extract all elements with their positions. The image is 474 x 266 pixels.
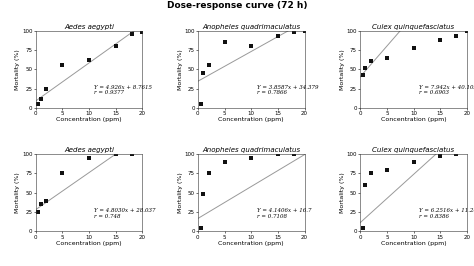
Y-axis label: Mortality (%): Mortality (%)	[340, 49, 345, 90]
Title: Aedes aegypti: Aedes aegypti	[64, 23, 114, 30]
Point	[410, 160, 417, 164]
Point	[452, 152, 460, 156]
Point	[43, 86, 50, 91]
Point	[247, 156, 255, 160]
Title: Culex quinquefasciatus: Culex quinquefasciatus	[373, 23, 455, 30]
Title: Anopheles quadrimaculatus: Anopheles quadrimaculatus	[202, 23, 301, 30]
Point	[359, 73, 366, 77]
Point	[85, 156, 93, 160]
Point	[197, 225, 204, 230]
Point	[138, 30, 146, 34]
Point	[58, 63, 66, 68]
Point	[437, 153, 444, 158]
X-axis label: Concentration (ppm): Concentration (ppm)	[381, 117, 447, 122]
Point	[112, 152, 119, 156]
Y-axis label: Mortality (%): Mortality (%)	[178, 49, 183, 90]
Title: Aedes aegypti: Aedes aegypti	[64, 147, 114, 153]
X-axis label: Concentration (ppm): Concentration (ppm)	[56, 241, 122, 246]
Point	[221, 40, 228, 44]
Point	[290, 152, 298, 156]
Point	[128, 32, 136, 37]
Y-axis label: Mortality (%): Mortality (%)	[340, 172, 345, 213]
Text: Y = 4.926x + 8.7615
r = 0.9377: Y = 4.926x + 8.7615 r = 0.9377	[94, 85, 152, 95]
Text: Y = 6.2516x + 11.268
r = 0.8386: Y = 6.2516x + 11.268 r = 0.8386	[419, 208, 474, 219]
Point	[383, 56, 391, 60]
Point	[362, 183, 369, 187]
Point	[43, 198, 50, 203]
Title: Anopheles quadrimaculatus: Anopheles quadrimaculatus	[202, 147, 301, 153]
Text: Dose-response curve (72 h): Dose-response curve (72 h)	[167, 1, 307, 10]
Point	[58, 171, 66, 176]
Text: Y = 4.1406x + 16.7
r = 0.7108: Y = 4.1406x + 16.7 r = 0.7108	[256, 208, 311, 219]
Point	[200, 192, 207, 197]
X-axis label: Concentration (ppm): Concentration (ppm)	[219, 117, 284, 122]
Point	[37, 97, 45, 101]
Point	[247, 44, 255, 48]
Point	[221, 160, 228, 164]
Text: Y = 4.8030x + 28.037
r = 0.748: Y = 4.8030x + 28.037 r = 0.748	[94, 208, 156, 219]
Point	[112, 44, 119, 48]
Title: Culex quinquefasciatus: Culex quinquefasciatus	[373, 147, 455, 153]
Point	[410, 45, 417, 50]
Point	[367, 59, 374, 64]
Point	[85, 58, 93, 62]
Point	[290, 30, 298, 34]
Text: Y = 3.8587x + 34.379
r = 0.7866: Y = 3.8587x + 34.379 r = 0.7866	[256, 85, 318, 95]
Point	[274, 34, 282, 38]
Point	[301, 28, 309, 33]
Point	[452, 34, 460, 38]
Point	[437, 38, 444, 42]
Point	[359, 225, 366, 230]
Point	[463, 28, 471, 33]
Point	[35, 102, 42, 106]
Point	[128, 152, 136, 156]
X-axis label: Concentration (ppm): Concentration (ppm)	[56, 117, 122, 122]
X-axis label: Concentration (ppm): Concentration (ppm)	[381, 241, 447, 246]
Y-axis label: Mortality (%): Mortality (%)	[16, 172, 20, 213]
Point	[200, 71, 207, 75]
Point	[35, 210, 42, 214]
Point	[37, 202, 45, 206]
X-axis label: Concentration (ppm): Concentration (ppm)	[219, 241, 284, 246]
Point	[362, 65, 369, 70]
Point	[383, 168, 391, 172]
Y-axis label: Mortality (%): Mortality (%)	[178, 172, 183, 213]
Y-axis label: Mortality (%): Mortality (%)	[16, 49, 20, 90]
Point	[367, 171, 374, 176]
Point	[197, 102, 204, 106]
Point	[274, 152, 282, 156]
Point	[205, 171, 212, 176]
Text: Y = 7.942x + 40.103
r = 0.6903: Y = 7.942x + 40.103 r = 0.6903	[419, 85, 474, 95]
Point	[205, 63, 212, 68]
